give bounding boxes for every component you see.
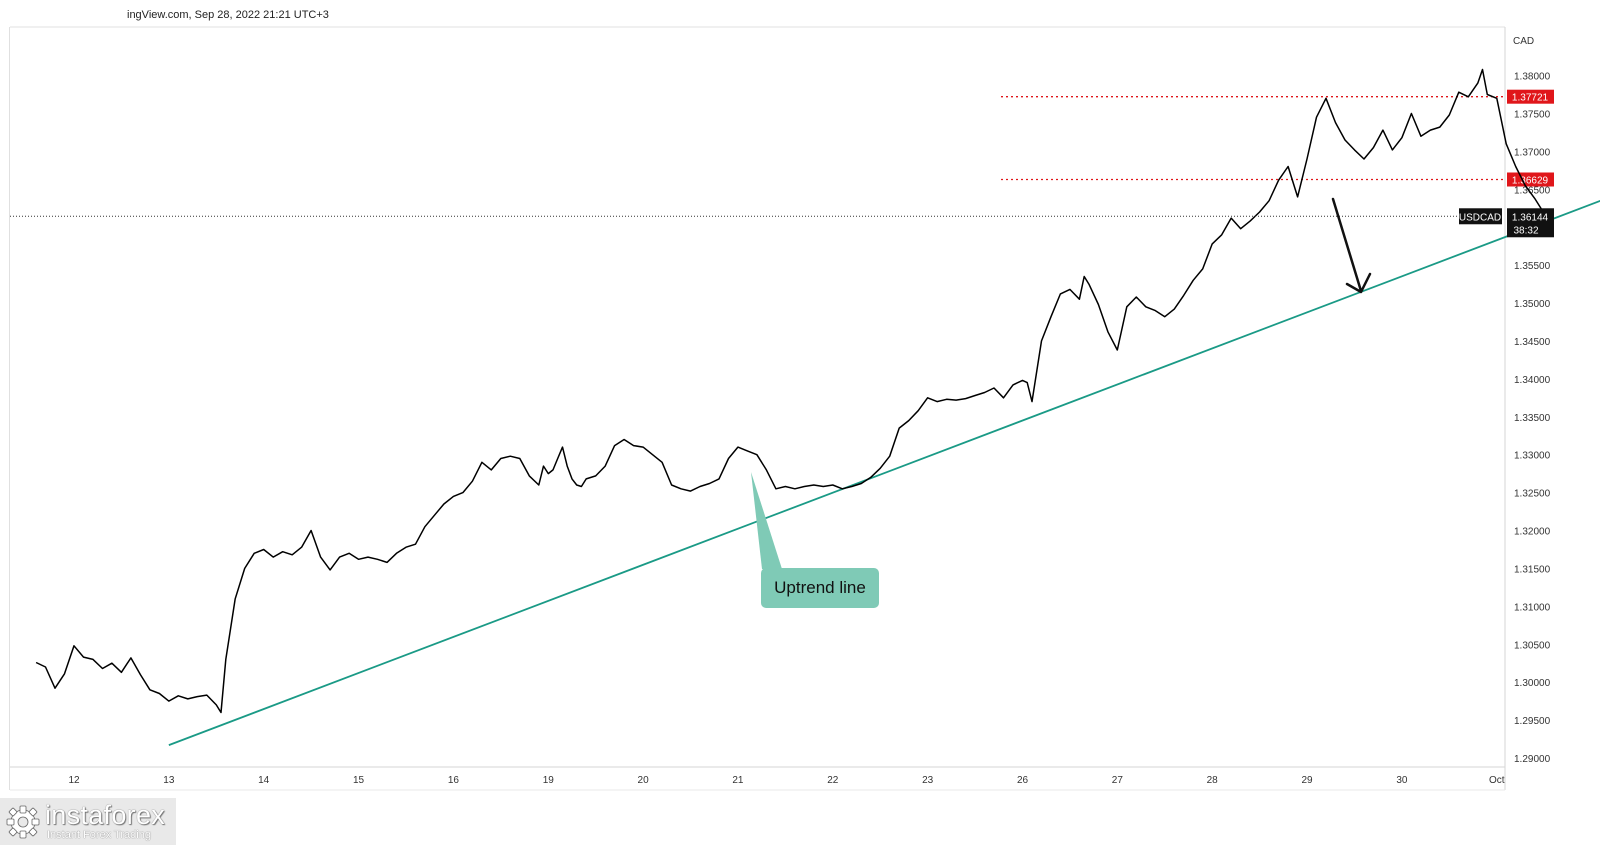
current-price-layer: USDCAD 1.36144 38:32 bbox=[10, 208, 1554, 238]
time-tick-label: 16 bbox=[448, 775, 460, 786]
price-tick-label: 1.29000 bbox=[1514, 754, 1551, 765]
watermark-tagline: Instant Forex Trading bbox=[47, 829, 151, 841]
watermark-name: instaforex bbox=[45, 800, 166, 830]
time-tick-label: Oct bbox=[1489, 775, 1505, 786]
header-source: ingView.com, Sep 28, 2022 21:21 UTC+3 bbox=[127, 9, 329, 21]
price-series-line bbox=[35, 68, 1550, 714]
price-tick-label: 1.29500 bbox=[1514, 716, 1551, 727]
price-tick-label: 1.30000 bbox=[1514, 678, 1551, 689]
time-tick-label: 22 bbox=[827, 775, 839, 786]
level-badge bbox=[1507, 172, 1554, 187]
time-tick-label: 14 bbox=[258, 775, 270, 786]
price-axis: 1.380001.375001.370001.365001.360001.355… bbox=[1514, 72, 1551, 765]
current-price-label: 1.36144 bbox=[1512, 212, 1549, 223]
time-tick-label: 13 bbox=[163, 775, 175, 786]
price-tick-label: 1.35500 bbox=[1514, 261, 1551, 272]
price-tick-label: 1.35000 bbox=[1514, 299, 1551, 310]
instaforex-watermark: instaforex Instant Forex Trading bbox=[0, 798, 176, 845]
time-tick-label: 23 bbox=[922, 775, 934, 786]
time-tick-label: 21 bbox=[732, 775, 744, 786]
time-tick-label: 12 bbox=[68, 775, 80, 786]
time-axis: 12 13 14 15 16 19 20 21 22 23 26 27 28 29 30 Oct bbox=[68, 775, 1504, 786]
price-tick-label: 1.37500 bbox=[1514, 109, 1551, 120]
price-tick-label: 1.32500 bbox=[1514, 489, 1551, 500]
time-tick-label: 27 bbox=[1112, 775, 1124, 786]
symbol-badge bbox=[1459, 208, 1502, 225]
price-tick-label: 1.33000 bbox=[1514, 451, 1551, 462]
time-tick-label: 26 bbox=[1017, 775, 1029, 786]
price-tick-label: 1.30500 bbox=[1514, 640, 1551, 651]
price-tick-label: 1.34000 bbox=[1514, 375, 1551, 386]
level-price-label: 1.37721 bbox=[1512, 93, 1549, 104]
time-tick-label: 30 bbox=[1396, 775, 1408, 786]
annotation-layer: Uptrend line bbox=[751, 197, 1372, 608]
price-tick-label: 1.33500 bbox=[1514, 413, 1551, 424]
time-tick-label: 15 bbox=[353, 775, 365, 786]
price-tick-label: 1.32000 bbox=[1514, 527, 1551, 538]
down-arrow-shaft bbox=[1331, 197, 1363, 293]
time-tick-label: 20 bbox=[638, 775, 650, 786]
price-tick-label: 1.37000 bbox=[1514, 147, 1551, 158]
level-price-label: 1.36629 bbox=[1512, 176, 1549, 187]
callout-pointer bbox=[751, 472, 782, 569]
price-tick-label: 1.34500 bbox=[1514, 337, 1551, 348]
level-badge bbox=[1507, 89, 1554, 104]
callout-box bbox=[761, 568, 879, 608]
price-series-layer bbox=[35, 68, 1550, 714]
current-price-badge bbox=[1507, 208, 1554, 238]
price-tick-label: 1.36500 bbox=[1514, 185, 1551, 196]
price-tick-label: 1.31000 bbox=[1514, 602, 1551, 613]
callout-text: Uptrend line bbox=[774, 578, 866, 597]
down-arrow-head bbox=[1345, 272, 1372, 294]
time-tick-label: 19 bbox=[543, 775, 555, 786]
price-tick-label: 1.38000 bbox=[1514, 72, 1551, 83]
countdown-label: 38:32 bbox=[1513, 225, 1538, 236]
price-tick-label: 1.31500 bbox=[1514, 564, 1551, 575]
time-tick-label: 29 bbox=[1301, 775, 1313, 786]
time-tick-label: 28 bbox=[1207, 775, 1219, 786]
currency-label: CAD bbox=[1513, 36, 1534, 47]
resistance-levels: 1.37721 1.36629 bbox=[1001, 89, 1554, 187]
symbol-label: USDCAD bbox=[1459, 212, 1501, 223]
gear-logo-icon bbox=[6, 805, 40, 839]
